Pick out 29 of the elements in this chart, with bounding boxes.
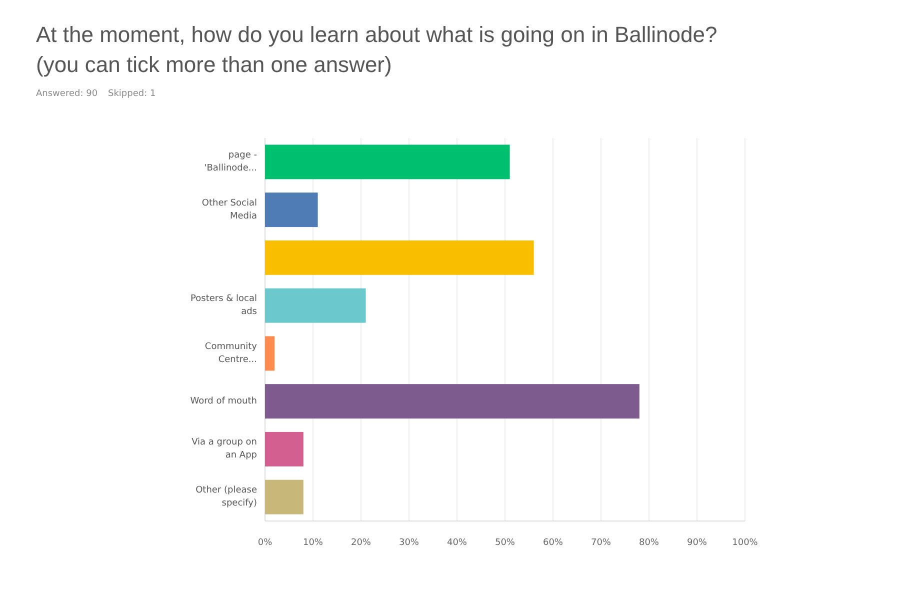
bar	[265, 288, 366, 323]
x-tick-label: 80%	[638, 538, 660, 548]
x-tick-label: 10%	[302, 538, 324, 548]
bar	[265, 384, 640, 419]
y-tick-label: Word of mouth	[190, 396, 257, 407]
y-tick-label: Via a group on an App	[192, 438, 258, 462]
bar	[265, 432, 304, 466]
x-tick-label: 90%	[686, 538, 708, 548]
bar	[265, 144, 510, 180]
x-tick-label: 70%	[590, 538, 612, 548]
x-tick-label: 30%	[398, 538, 420, 548]
x-tick-label: 100%	[732, 538, 758, 548]
y-tick-label: Other (please specify)	[196, 486, 258, 510]
x-tick-label: 60%	[542, 538, 564, 548]
y-tick-label: Community Centre...	[204, 342, 258, 366]
bar	[265, 192, 318, 228]
x-tick-label: 20%	[350, 538, 372, 548]
chart-title: At the moment, how do you learn about what is going on in Ballinode? (you can tick more than one answer)	[36, 22, 718, 77]
text: Answered: 90	[36, 89, 98, 99]
x-tick-label: 50%	[494, 538, 516, 548]
x-tick-label: 0%	[258, 538, 273, 548]
y-tick-label: Posters & local ads	[190, 294, 258, 318]
bar	[265, 240, 534, 275]
bar	[265, 336, 275, 371]
text: Skipped: 1	[108, 89, 156, 99]
bar	[265, 480, 304, 514]
x-tick-label: 40%	[446, 538, 468, 548]
y-tick-label: page - 'Ballinode...	[204, 150, 257, 174]
y-tick-label: Other Social Media	[202, 198, 257, 222]
